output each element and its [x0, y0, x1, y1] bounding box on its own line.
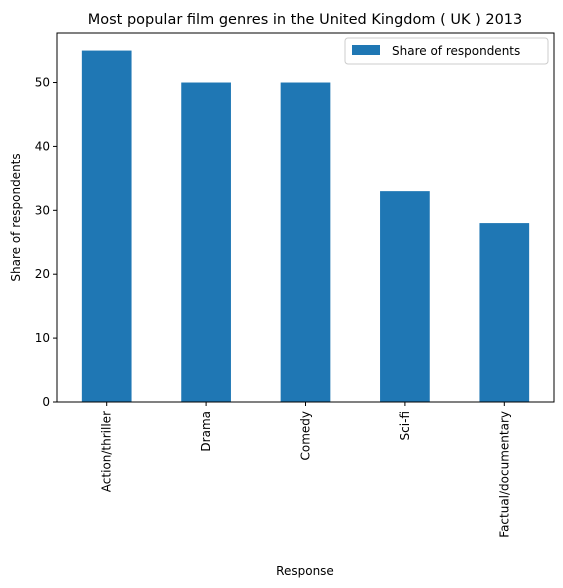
y-tick-label: 50 [35, 76, 50, 90]
x-axis: Action/thriller Drama Comedy Sci-fi Factual/… [100, 402, 511, 538]
legend-frame [344, 37, 549, 65]
x-tick-label: Sci-fi [398, 411, 412, 440]
y-axis: 0 10 20 30 40 50 [35, 76, 57, 409]
legend: Share of respondents [344, 37, 549, 65]
x-axis-label: Response [276, 564, 334, 578]
bar-factual-documentary [479, 223, 530, 402]
legend-entry-label: Share of respondents [392, 44, 520, 58]
x-tick-label: Comedy [299, 411, 313, 461]
legend-swatch [352, 45, 380, 55]
y-tick-label: 30 [35, 203, 50, 217]
chart-title: Most popular film genres in the United K… [88, 12, 523, 28]
y-tick-label: 10 [35, 331, 50, 345]
x-tick-label: Factual/documentary [497, 411, 511, 538]
bar-action-thriller [81, 50, 132, 402]
bars-group [81, 50, 530, 403]
y-tick-label: 0 [42, 395, 50, 409]
bar-comedy [280, 82, 331, 403]
y-tick-label: 40 [35, 139, 50, 153]
y-axis-label: Share of respondents [9, 153, 23, 281]
x-tick-label: Drama [199, 411, 213, 452]
bar-drama [181, 82, 231, 403]
y-tick-label: 20 [35, 267, 50, 281]
bar-sci-fi [380, 191, 430, 402]
x-tick-label: Action/thriller [100, 411, 114, 492]
